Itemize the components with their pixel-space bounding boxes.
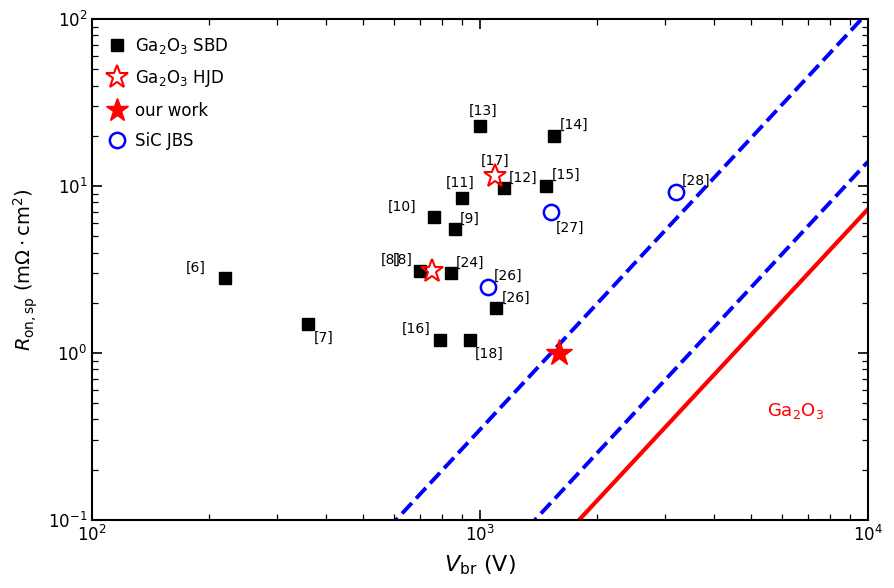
Text: [7]: [7] <box>314 330 333 345</box>
Text: $\mathrm{Ga_2O_3}$: $\mathrm{Ga_2O_3}$ <box>767 401 824 421</box>
Text: [24]: [24] <box>456 255 485 269</box>
Text: [15]: [15] <box>552 168 580 182</box>
Text: [27]: [27] <box>556 220 585 235</box>
Text: [26]: [26] <box>502 290 530 305</box>
Y-axis label: $R_{\rm on,sp}$ (m$\Omega\cdot$cm$^2$): $R_{\rm on,sp}$ (m$\Omega\cdot$cm$^2$) <box>11 188 39 351</box>
Text: [18]: [18] <box>475 347 504 361</box>
Text: [6]: [6] <box>186 260 206 275</box>
Text: [14]: [14] <box>560 118 588 132</box>
Text: [8]: [8] <box>392 253 412 267</box>
Text: [16]: [16] <box>401 322 430 336</box>
Text: [17]: [17] <box>481 154 510 168</box>
Text: [28]: [28] <box>681 174 710 188</box>
Text: [26]: [26] <box>493 269 522 283</box>
Text: [9]: [9] <box>460 212 480 226</box>
Text: [12]: [12] <box>509 171 538 185</box>
X-axis label: $V_{\rm br}$ (V): $V_{\rm br}$ (V) <box>444 553 516 577</box>
Text: [10]: [10] <box>388 199 417 213</box>
Text: [8]: [8] <box>381 253 401 267</box>
Legend: $\mathrm{Ga_2O_3}$ SBD, $\mathrm{Ga_2O_3}$ HJD, our work, SiC JBS: $\mathrm{Ga_2O_3}$ SBD, $\mathrm{Ga_2O_3… <box>100 28 237 159</box>
Text: [11]: [11] <box>445 176 475 190</box>
Text: [13]: [13] <box>469 103 498 118</box>
